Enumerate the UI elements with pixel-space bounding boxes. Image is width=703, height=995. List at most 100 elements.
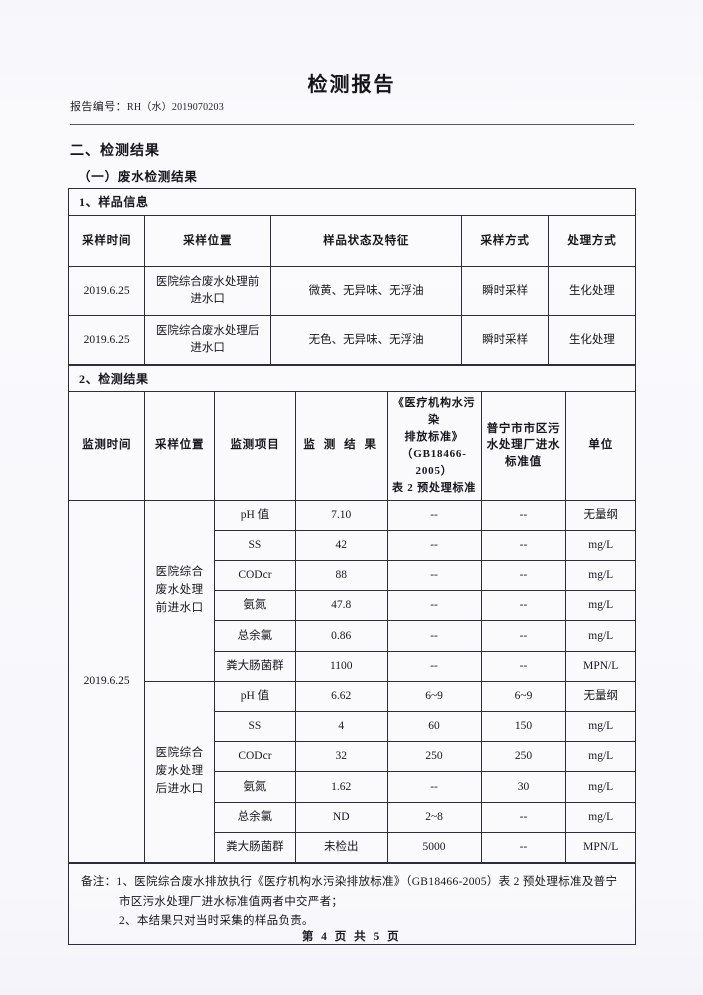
table-row: 2019.6.25 医院综合 废水处理 前进水口 pH 值 7.10 -- --… [69, 499, 635, 863]
location-line-1: 医院综合废水处理后 [155, 324, 260, 337]
cell-result: ND [294, 801, 388, 833]
cell-unit: mg/L [565, 559, 635, 592]
cell-sampling-time: 2019.6.25 [69, 266, 146, 316]
cell-monitor-item: pH 值 [213, 680, 296, 712]
cell-standard-plant: -- [480, 620, 567, 652]
results-band: 2、检测结果 [69, 365, 635, 392]
cell-standard-plant: -- [480, 801, 567, 833]
cell-result: 42 [294, 529, 388, 562]
cell-unit: mg/L [565, 710, 635, 743]
cell-standard-gb: -- [386, 590, 482, 622]
cell-standard-plant: 250 [480, 741, 567, 773]
results-notes: 备注：1、医院综合废水排放执行《医疗机构水污染排放标准》（GB18466-200… [69, 862, 635, 944]
cell-standard-plant: -- [480, 529, 567, 562]
col-sampling-time: 采样时间 [69, 216, 146, 267]
cell-monitor-item: 粪大肠菌群 [214, 650, 296, 682]
table-row: 医院综合 废水处理 后进水口 pH 值 6.62 6~9 6~9 无量纲 [69, 680, 635, 863]
col-sample-appearance: 样品状态及特征 [269, 216, 463, 267]
col-sampling-method: 采样方式 [461, 216, 549, 267]
cell-standard-plant: -- [480, 499, 567, 531]
cell-standard-gb: 60 [386, 710, 482, 743]
sample-info-table: 采样时间 采样位置 样品状态及特征 采样方式 处理方式 2019.6.25 医院… [69, 216, 635, 365]
results-table: 监测时间 采样位置 监测项目 监 测 结 果 《医疗机构水污染 排放标准》 （G… [69, 392, 635, 863]
cell-result: 1100 [294, 650, 388, 682]
location-line-1: 医院综合废水处理前 [155, 275, 260, 288]
cell-standard-gb: 6~9 [386, 680, 482, 712]
cell-sampling-location-before: 医院综合 废水处理 前进水口 [144, 499, 215, 682]
cell-unit: MPN/L [565, 831, 635, 863]
cell-monitor-item: 氨氮 [214, 771, 296, 803]
table-header-row: 采样时间 采样位置 样品状态及特征 采样方式 处理方式 [69, 216, 635, 267]
cell-sampling-location: 医院综合废水处理后 进水口 [144, 315, 271, 365]
cell-standard-gb: -- [386, 650, 482, 682]
report-number-label: 报告编号： [70, 101, 127, 113]
table-row: CODcr 88 -- -- mg/L [69, 559, 635, 592]
cell-monitor-item: 粪大肠菌群 [214, 831, 296, 863]
cell-result: 1.62 [294, 771, 388, 803]
cell-standard-gb: -- [386, 771, 482, 803]
table-row: 2019.6.25 医院综合废水处理后 进水口 无色、无异味、无浮油 瞬时采样 … [69, 315, 635, 365]
table-header-row: 监测时间 采样位置 监测项目 监 测 结 果 《医疗机构水污染 排放标准》 （G… [69, 392, 635, 501]
standard-gb-line-3: （GB18466-2005） [401, 447, 467, 477]
cell-standard-gb: -- [386, 559, 482, 592]
cell-standard-plant: -- [480, 590, 567, 622]
cell-result: 47.8 [294, 590, 388, 622]
cell-sampling-location-after: 医院综合 废水处理 后进水口 [144, 680, 215, 863]
standard-gb-line-1: 《医疗机构水污染 [392, 397, 476, 426]
cell-unit: mg/L [565, 529, 635, 562]
note-line-2: 市区污水处理厂进水标准值两者中交严者； [119, 895, 344, 908]
standard-plant-line-1: 普宁市市区污 [486, 422, 561, 435]
cell-sampling-method: 瞬时采样 [461, 266, 549, 316]
table-row: 粪大肠菌群 1100 -- -- MPN/L [69, 650, 635, 682]
cell-result: 32 [294, 741, 388, 773]
cell-treatment-method: 生化处理 [547, 315, 635, 365]
col-standard-gb: 《医疗机构水污染 排放标准》 （GB18466-2005） 表 2 预处理标准 [386, 392, 482, 501]
standard-gb-line-2: 排放标准》 [404, 430, 464, 443]
location-line-3: 前进水口 [155, 601, 204, 614]
location-line-2: 废水处理 [155, 764, 204, 777]
cell-monitor-item: pH 值 [213, 499, 296, 531]
cell-sample-appearance: 无色、无异味、无浮油 [269, 315, 463, 365]
cell-monitor-item: 总余氯 [214, 620, 296, 652]
cell-result: 6.62 [294, 680, 388, 712]
cell-standard-plant: -- [480, 650, 567, 682]
header-divider [70, 124, 634, 125]
col-monitor-time: 监测时间 [69, 392, 146, 501]
cell-result: 4 [294, 710, 388, 743]
table-row: CODcr 32 250 250 mg/L [69, 741, 635, 773]
section-heading: 二、检测结果 [70, 144, 160, 159]
cell-result: 88 [294, 559, 388, 592]
cell-result: 7.10 [294, 499, 388, 531]
note-line-3: 2、本结果只对当时采集的样品负责。 [119, 915, 314, 928]
cell-unit: 无量纲 [565, 499, 635, 531]
report-number-value: RH（水）2019070203 [127, 102, 224, 113]
table-row: SS 4 60 150 mg/L [69, 710, 635, 743]
cell-sampling-location: 医院综合废水处理前 进水口 [144, 266, 271, 316]
cell-sample-appearance: 微黄、无异味、无浮油 [269, 266, 463, 316]
location-line-1: 医院综合 [155, 565, 204, 578]
cell-standard-plant: 30 [480, 771, 567, 803]
standard-gb-line-4: 表 2 预处理标准 [391, 481, 477, 494]
col-standard-plant: 普宁市市区污 水处理厂进水 标准值 [480, 392, 567, 501]
col-unit: 单位 [565, 392, 635, 501]
col-monitor-result: 监 测 结 果 [294, 392, 388, 501]
cell-monitor-item: SS [214, 710, 296, 743]
note-line-1: 备注：1、医院综合废水排放执行《医疗机构水污染排放标准》（GB18466-200… [81, 875, 618, 888]
table-row: 总余氯 0.86 -- -- mg/L [69, 620, 635, 652]
cell-standard-gb: -- [386, 529, 482, 562]
table-row: 2019.6.25 医院综合废水处理前 进水口 微黄、无异味、无浮油 瞬时采样 … [69, 266, 635, 316]
cell-sampling-method: 瞬时采样 [461, 315, 549, 365]
cell-standard-gb: 5000 [386, 831, 482, 863]
results-frame: 1、样品信息 采样时间 采样位置 样品状态及特征 采样方式 处理方式 [68, 188, 636, 946]
cell-standard-gb: 2~8 [386, 801, 482, 833]
location-line-3: 后进水口 [155, 782, 204, 795]
cell-sampling-time: 2019.6.25 [69, 315, 146, 365]
cell-monitor-item: CODcr [214, 559, 296, 592]
cell-monitor-item: 总余氯 [214, 801, 296, 833]
cell-monitor-time: 2019.6.25 [69, 499, 146, 863]
cell-unit: mg/L [565, 620, 635, 652]
cell-monitor-item: CODcr [214, 741, 296, 773]
cell-unit: mg/L [565, 590, 635, 622]
